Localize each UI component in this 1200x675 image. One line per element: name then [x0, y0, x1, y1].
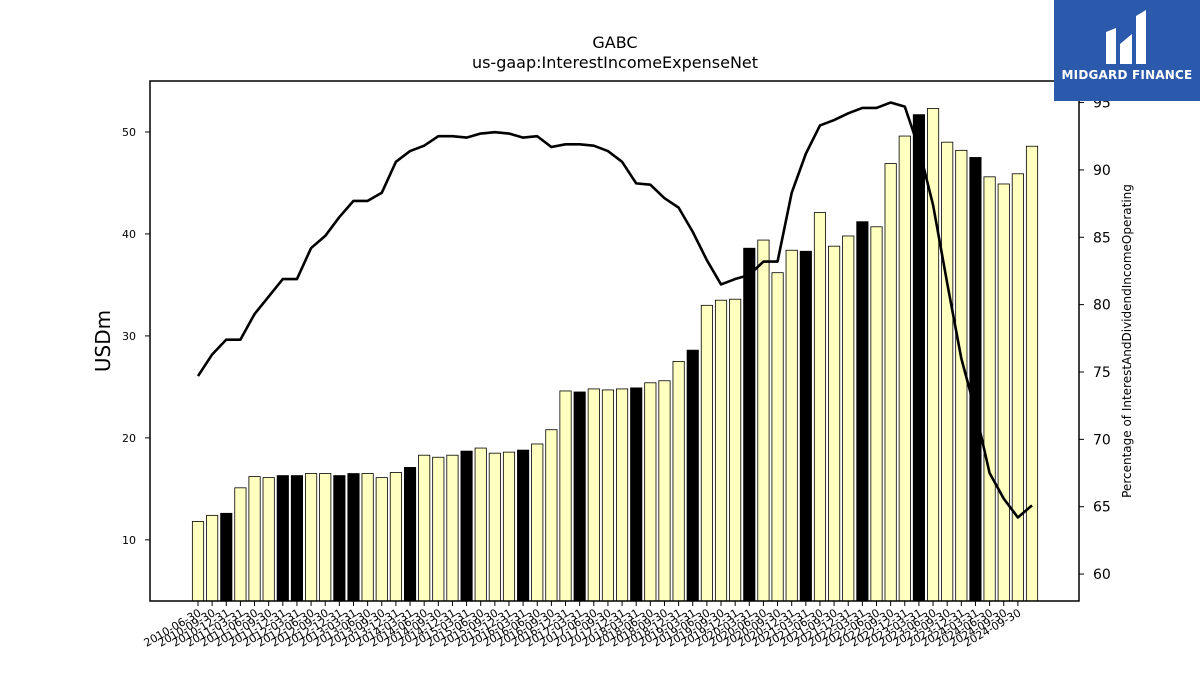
- bar-series: [191, 108, 1039, 602]
- y2-tick-label: 65: [1093, 500, 1111, 516]
- bar: [305, 473, 318, 602]
- midgard-finance-logo: MIDGARD FINANCE: [1054, 0, 1200, 101]
- bar: [460, 450, 473, 602]
- bar: [969, 157, 982, 602]
- bar: [248, 476, 261, 602]
- bar: [601, 389, 614, 602]
- bar: [375, 477, 388, 602]
- bar: [842, 235, 855, 602]
- bar: [1011, 173, 1024, 602]
- bar: [488, 452, 501, 602]
- line-series: [196, 101, 1033, 519]
- bar: [983, 176, 996, 602]
- bar: [389, 472, 402, 602]
- bar: [234, 487, 247, 602]
- bar: [799, 250, 812, 602]
- bar: [559, 390, 572, 602]
- midgard-logo-icon: [1106, 10, 1146, 64]
- bar: [757, 239, 770, 602]
- bar: [672, 360, 685, 602]
- bar: [403, 467, 417, 602]
- bar: [573, 391, 586, 602]
- bar: [743, 247, 756, 602]
- bar: [686, 349, 699, 602]
- bar: [347, 473, 360, 602]
- y-tick-label: 40: [122, 228, 136, 241]
- bar: [644, 382, 657, 602]
- bar: [502, 451, 516, 602]
- line-path: [196, 101, 1033, 519]
- bar: [912, 114, 925, 602]
- bar: [587, 388, 600, 602]
- bar: [828, 245, 841, 602]
- bar: [729, 298, 742, 602]
- bar: [545, 429, 558, 602]
- bar: [290, 475, 304, 602]
- bar: [941, 141, 954, 602]
- logo-text: MIDGARD FINANCE: [1061, 68, 1193, 82]
- y2-tick-label: 70: [1093, 432, 1111, 448]
- bar: [517, 449, 530, 602]
- bar: [220, 512, 233, 602]
- plot-frame: [149, 80, 1080, 602]
- bar: [630, 387, 643, 602]
- bar: [319, 473, 332, 602]
- bar: [262, 477, 275, 602]
- bar: [997, 183, 1010, 602]
- chart-title: GABC: [592, 33, 637, 52]
- bar: [856, 221, 869, 602]
- y2-tick-label: 85: [1093, 230, 1111, 246]
- bar: [870, 226, 883, 602]
- bar: [813, 212, 827, 602]
- y-tick-label: 50: [122, 126, 136, 139]
- bar: [418, 454, 431, 602]
- bar: [446, 454, 459, 602]
- bar: [714, 299, 728, 602]
- y2-tick-label: 90: [1093, 163, 1111, 179]
- bar: [432, 456, 445, 602]
- y2-tick-label: 75: [1093, 365, 1111, 381]
- y-tick-label: 20: [122, 432, 136, 445]
- bar: [531, 443, 544, 602]
- bar: [361, 473, 374, 602]
- bar: [658, 380, 671, 602]
- y2-tick-label: 80: [1093, 298, 1111, 314]
- y-axis-label-left: USDm: [91, 310, 115, 372]
- y2-tick-label: 60: [1093, 567, 1111, 583]
- bar: [785, 249, 798, 602]
- y-axis-label-right: Percentage of InterestAndDividendIncomeO…: [1120, 184, 1134, 498]
- bar: [884, 163, 897, 602]
- bar: [927, 108, 940, 602]
- y-tick-label: 30: [122, 330, 136, 343]
- bar: [191, 521, 205, 602]
- y-tick-label: 10: [122, 534, 136, 547]
- bar: [616, 388, 629, 602]
- x-axis: 2010-06-302010-09-302010-12-312011-03-31…: [142, 601, 1023, 650]
- bar: [700, 304, 713, 602]
- y-axis-left: 10 20 30 40 50: [122, 126, 150, 547]
- bar: [276, 475, 289, 602]
- bar: [771, 272, 784, 602]
- bar: [1025, 145, 1039, 602]
- bar: [898, 135, 911, 602]
- bar: [474, 447, 487, 602]
- bar: [206, 514, 219, 602]
- chart-subtitle: us-gaap:InterestIncomeExpenseNet: [472, 53, 758, 72]
- bar: [333, 475, 346, 602]
